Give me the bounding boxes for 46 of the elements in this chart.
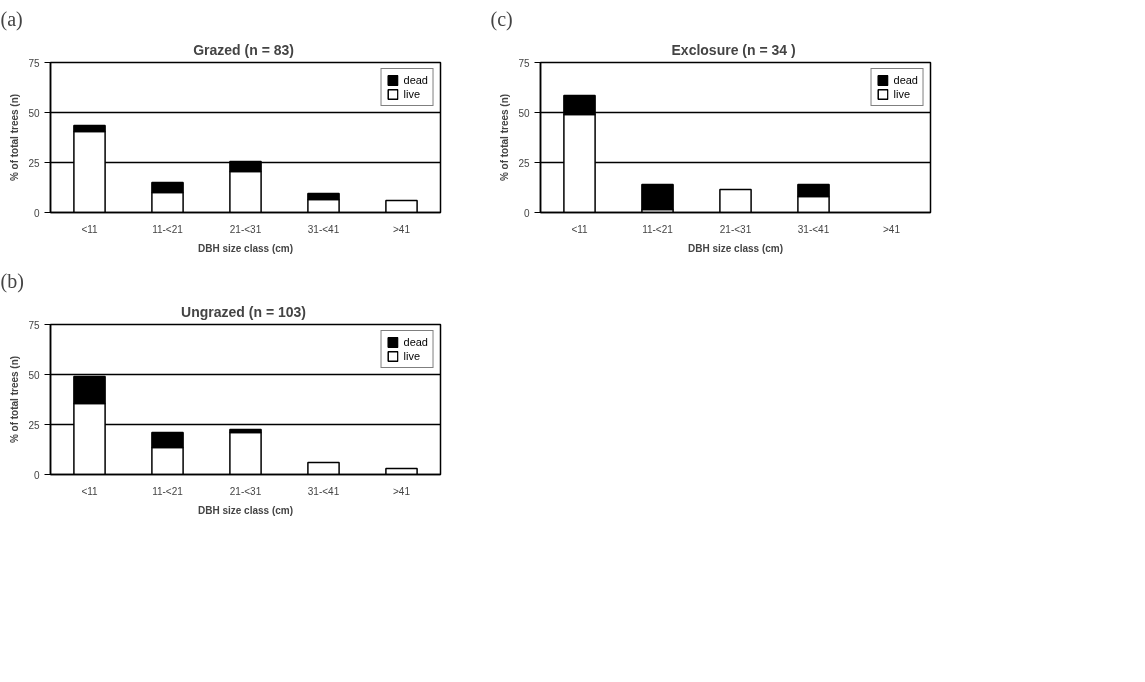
x-tick-label: 11-<21 <box>152 223 184 235</box>
y-tick-label: 0 <box>33 207 40 219</box>
text: (a) <box>0 7 23 31</box>
chart-title: Grazed (n = 83) <box>193 41 294 58</box>
y-tick-label: 25 <box>518 157 530 169</box>
y-tick-label: 25 <box>28 157 40 169</box>
legend-label: live <box>403 88 422 100</box>
y-tick-label: 0 <box>523 207 530 219</box>
x-tick-label: 31-<41 <box>307 223 340 235</box>
x-tick-label: 21-<31 <box>229 223 262 235</box>
x-axis-title: DBH size class (cm) <box>197 504 294 516</box>
x-tick-label: >41 <box>393 485 411 497</box>
x-tick-label: 31-<41 <box>797 223 830 235</box>
x-tick-label: 11-<21 <box>642 223 674 235</box>
y-tick-label: 50 <box>518 107 530 119</box>
legend-label: dead <box>893 74 918 86</box>
bar <box>641 183 674 211</box>
chart-title: Exclosure (n = 34 ) <box>671 41 796 58</box>
x-tick-label: 11-<21 <box>152 485 184 497</box>
y-axis-title: % of total trees (n) <box>9 93 21 182</box>
y-tick-label: 75 <box>28 319 40 331</box>
y-tick-label: 75 <box>28 57 40 69</box>
x-tick-label: >41 <box>883 223 901 235</box>
legend-label: dead <box>403 336 428 348</box>
x-tick-label: >41 <box>393 223 411 235</box>
legend-label: live <box>893 88 912 100</box>
text: (b) <box>0 269 24 293</box>
y-tick-label: 0 <box>33 469 40 481</box>
x-tick-label: <11 <box>81 485 99 497</box>
text: (c) <box>490 7 513 31</box>
x-tick-label: 21-<31 <box>719 223 752 235</box>
y-tick-label: 50 <box>28 369 40 381</box>
x-tick-label: 21-<31 <box>229 485 262 497</box>
y-tick-label: 25 <box>28 419 40 431</box>
x-tick-label: 31-<41 <box>307 485 340 497</box>
y-axis-title: % of total trees (n) <box>9 355 21 444</box>
legend-label: live <box>403 350 422 362</box>
y-tick-label: 75 <box>518 57 530 69</box>
y-tick-label: 50 <box>28 107 40 119</box>
chart-title: Ungrazed (n = 103) <box>181 303 306 320</box>
legend-label: dead <box>403 74 428 86</box>
x-axis-title: DBH size class (cm) <box>197 242 294 254</box>
y-axis-title: % of total trees (n) <box>499 93 511 182</box>
x-tick-label: <11 <box>571 223 589 235</box>
x-tick-label: <11 <box>81 223 99 235</box>
x-axis-title: DBH size class (cm) <box>687 242 784 254</box>
